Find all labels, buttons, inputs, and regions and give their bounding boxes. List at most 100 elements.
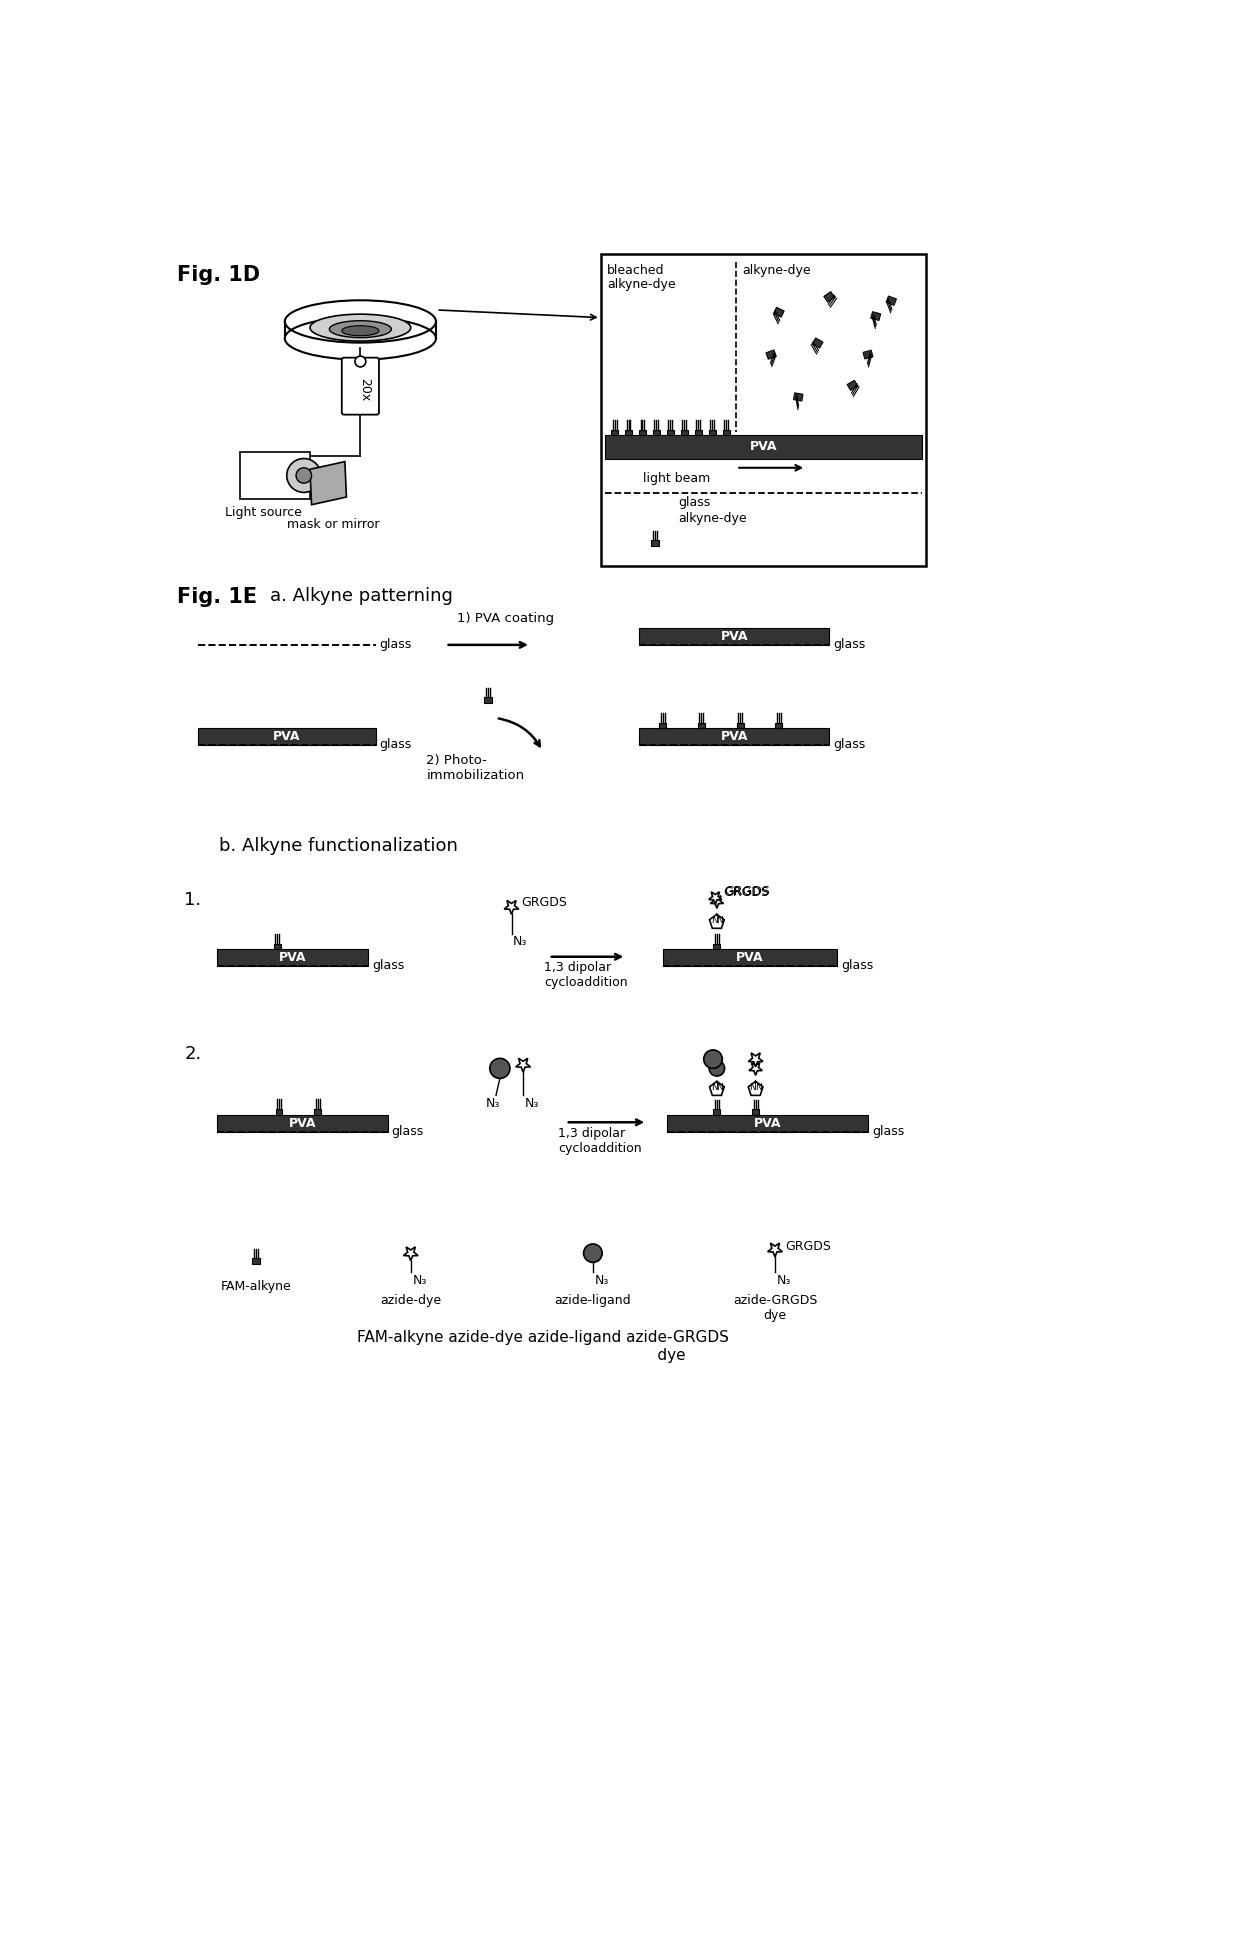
Text: a. Alkyne patterning: a. Alkyne patterning: [270, 586, 453, 606]
Bar: [600, 254, 926, 567]
Text: glass: glass: [372, 959, 404, 972]
Bar: [651, 540, 658, 545]
Bar: [217, 949, 368, 967]
Text: GRGDS: GRGDS: [521, 895, 567, 908]
Text: 20x: 20x: [358, 378, 371, 402]
Circle shape: [355, 355, 366, 367]
Text: bleached: bleached: [606, 264, 665, 278]
Text: alkyne-dye: alkyne-dye: [743, 264, 811, 278]
Ellipse shape: [342, 326, 379, 336]
Text: glass: glass: [833, 639, 866, 652]
Bar: [639, 431, 646, 435]
Text: 2.: 2.: [185, 1046, 202, 1064]
Polygon shape: [711, 895, 723, 908]
Text: N₃: N₃: [525, 1097, 539, 1110]
FancyBboxPatch shape: [342, 357, 379, 415]
Text: glass: glass: [379, 738, 412, 751]
Polygon shape: [774, 307, 784, 316]
Text: FAM-alkyne: FAM-alkyne: [221, 1281, 291, 1293]
Bar: [713, 943, 720, 949]
Bar: [694, 431, 702, 435]
Ellipse shape: [285, 316, 436, 359]
Polygon shape: [516, 1058, 531, 1071]
Text: N₃: N₃: [412, 1273, 427, 1287]
Text: azide-ligand: azide-ligand: [554, 1295, 631, 1306]
Polygon shape: [794, 392, 804, 402]
Bar: [660, 722, 666, 728]
Bar: [217, 1114, 387, 1132]
Text: Fig. 1D: Fig. 1D: [176, 266, 260, 285]
Circle shape: [490, 1058, 510, 1079]
Text: alkyne-dye: alkyne-dye: [606, 278, 676, 291]
Text: PVA: PVA: [273, 730, 300, 743]
Bar: [640, 629, 830, 644]
Text: azide-GRGDS
dye: azide-GRGDS dye: [733, 1295, 817, 1322]
Polygon shape: [863, 349, 873, 359]
Text: N: N: [711, 916, 718, 924]
Text: PVA: PVA: [737, 951, 764, 965]
Bar: [625, 431, 632, 435]
Polygon shape: [847, 380, 858, 390]
Text: glass: glass: [392, 1126, 424, 1137]
Text: PVA: PVA: [754, 1116, 781, 1130]
Text: glass: glass: [678, 497, 711, 509]
Text: b. Alkyne functionalization: b. Alkyne functionalization: [218, 837, 458, 856]
Polygon shape: [709, 891, 722, 905]
Text: N₃: N₃: [776, 1273, 791, 1287]
Polygon shape: [887, 295, 897, 305]
Text: Light source: Light source: [226, 507, 301, 520]
Text: N₃: N₃: [594, 1273, 609, 1287]
Text: PVA: PVA: [289, 1116, 316, 1130]
Bar: [314, 1108, 321, 1114]
Text: glass: glass: [833, 738, 866, 751]
Text: alkyne-dye: alkyne-dye: [678, 512, 746, 526]
Text: N: N: [717, 916, 723, 924]
Text: mask or mirror: mask or mirror: [286, 518, 379, 530]
Circle shape: [286, 458, 321, 493]
Text: Fig. 1E: Fig. 1E: [176, 586, 257, 608]
Text: azide-dye: azide-dye: [381, 1295, 441, 1306]
Text: N₃: N₃: [486, 1097, 500, 1110]
Bar: [667, 1114, 868, 1132]
Text: GRGDS: GRGDS: [785, 1240, 831, 1252]
Text: 1.: 1.: [185, 891, 202, 908]
Bar: [723, 431, 729, 435]
Bar: [605, 435, 923, 458]
Text: PVA: PVA: [720, 631, 748, 642]
Circle shape: [704, 1050, 722, 1068]
Polygon shape: [766, 349, 776, 359]
Text: FAM-alkyne azide-dye azide-ligand azide-GRGDS
                                  : FAM-alkyne azide-dye azide-ligand azide-…: [357, 1330, 728, 1363]
Text: glass: glass: [841, 959, 873, 972]
Circle shape: [584, 1244, 603, 1262]
Bar: [611, 431, 618, 435]
Text: light beam: light beam: [644, 472, 711, 485]
Text: PVA: PVA: [720, 730, 748, 743]
Bar: [197, 728, 376, 745]
Bar: [775, 722, 782, 728]
Text: GRGDS: GRGDS: [724, 885, 770, 899]
Polygon shape: [748, 1052, 763, 1068]
Polygon shape: [870, 313, 880, 320]
Text: glass: glass: [872, 1126, 904, 1137]
Polygon shape: [310, 462, 346, 505]
Polygon shape: [403, 1246, 418, 1262]
Text: PVA: PVA: [279, 951, 306, 965]
Text: GRGDS: GRGDS: [723, 887, 769, 899]
Bar: [681, 431, 688, 435]
Text: PVA: PVA: [750, 441, 777, 454]
Bar: [275, 1108, 283, 1114]
Polygon shape: [768, 1242, 782, 1258]
Polygon shape: [505, 901, 518, 914]
Bar: [737, 722, 744, 728]
Text: N: N: [755, 1083, 761, 1091]
Bar: [662, 949, 837, 967]
Text: glass: glass: [379, 639, 412, 652]
Text: 1) PVA coating: 1) PVA coating: [458, 611, 554, 625]
Text: N: N: [711, 1083, 718, 1091]
Bar: [241, 452, 310, 499]
Bar: [698, 722, 704, 728]
Bar: [274, 943, 280, 949]
Circle shape: [709, 1060, 724, 1075]
Polygon shape: [812, 338, 823, 347]
Circle shape: [296, 468, 311, 483]
